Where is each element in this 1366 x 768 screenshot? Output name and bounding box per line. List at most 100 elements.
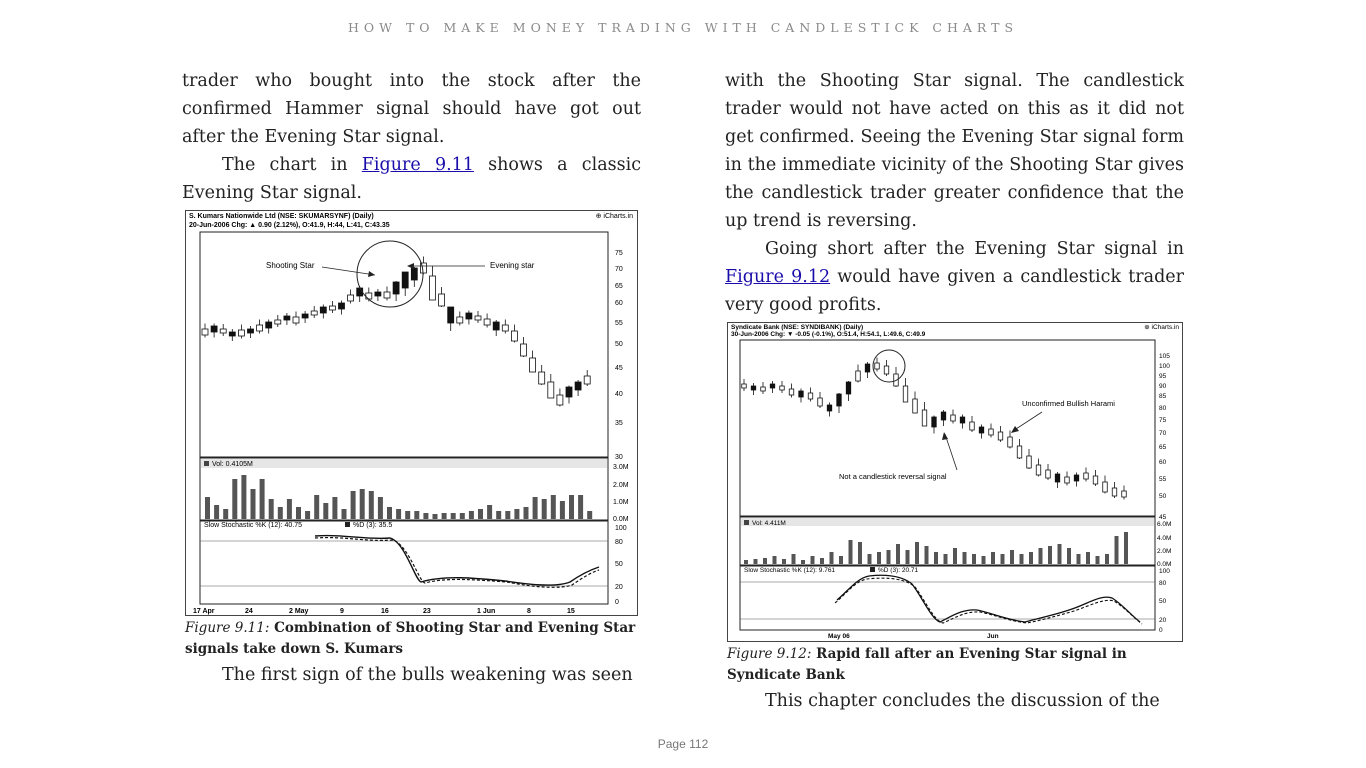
- candle-body: [950, 414, 956, 422]
- caption-text: Rapid fall after an Evening Star signal …: [727, 646, 1127, 683]
- candle-body: [969, 421, 975, 431]
- stoch-tick: 20: [1159, 617, 1167, 624]
- price-tick: 60: [1159, 459, 1167, 466]
- candle-body: [565, 386, 573, 398]
- candle-body: [219, 328, 227, 334]
- volume-bar: [478, 509, 483, 519]
- volume-bar: [268, 499, 274, 519]
- stochastic-axis-ticks: 100 80 50 20 0: [1159, 568, 1170, 634]
- candle-body: [1007, 436, 1013, 448]
- volume-bar: [915, 542, 919, 564]
- candle-body: [465, 312, 473, 320]
- chart-syndicate-bank: Syndicate Bank (NSE: SYNDIBANK) (Daily) …: [727, 322, 1183, 642]
- volume-bars: [205, 475, 593, 519]
- chart-brand: ⊕ iCharts.in: [1144, 324, 1179, 331]
- x-tick: 24: [245, 608, 253, 615]
- candle-body: [864, 363, 871, 373]
- candle-body: [447, 306, 455, 324]
- candle-body: [201, 328, 209, 336]
- price-tick: 95: [1159, 373, 1167, 380]
- candle-body: [798, 390, 804, 398]
- right-paragraph-2: Going short after the Evening Star signa…: [725, 235, 1184, 319]
- volume-bar: [1105, 554, 1109, 564]
- candle-body: [1073, 474, 1080, 482]
- volume-bar: [972, 554, 976, 564]
- volume-bar: [1076, 554, 1081, 564]
- volume-bar: [223, 509, 229, 519]
- candle-body: [1083, 472, 1089, 480]
- chart-skumars: S. Kumars Nationwide Ltd (NSE: SKUMARSYN…: [185, 210, 638, 616]
- candle-body: [997, 431, 1004, 441]
- volume-bar: [432, 514, 438, 519]
- annotation-evening-star: Evening star: [490, 261, 535, 270]
- volume-bar: [1124, 532, 1128, 564]
- stochastic-label: Slow Stochastic %K (12): 9.761: [744, 567, 835, 574]
- volume-bar: [505, 511, 511, 519]
- candle-body: [438, 293, 446, 307]
- candle-body: [538, 371, 546, 385]
- chart-header-1: S. Kumars Nationwide Ltd (NSE: SKUMARSYN…: [189, 213, 374, 220]
- price-tick: 55: [615, 320, 623, 327]
- volume-bar: [514, 509, 520, 519]
- volume-bar: [578, 495, 584, 519]
- volume-bars: [744, 532, 1128, 564]
- volume-bar: [953, 548, 957, 564]
- volume-bar: [314, 495, 320, 519]
- volume-bar: [1067, 548, 1071, 564]
- figure-9-12-link[interactable]: Figure 9.12: [725, 267, 831, 287]
- chart-header-2: 20-Jun-2006 Chg: ▲ 0.90 (2.12%), O:41.9,…: [189, 222, 390, 229]
- volume-bar: [450, 513, 456, 519]
- candle-body: [574, 381, 582, 391]
- price-tick: 70: [1159, 430, 1167, 437]
- x-tick: 8: [527, 608, 531, 615]
- vol-tick: 0.0M: [1157, 561, 1171, 568]
- volume-bar: [829, 552, 834, 564]
- volume-bar: [350, 491, 356, 519]
- volume-bar: [981, 556, 986, 564]
- price-tick: 65: [1159, 444, 1167, 451]
- candle-body: [988, 428, 994, 436]
- candle-body: [265, 321, 273, 329]
- volume-bar: [250, 489, 256, 519]
- evening-star-circle: [872, 349, 906, 383]
- x-axis-ticks: 17 Apr 24 2 May 9 16 23 1 Jun 8 15: [193, 608, 575, 615]
- volume-bar: [772, 556, 777, 564]
- candle-body: [283, 315, 291, 321]
- stoch-tick: 0: [1159, 627, 1163, 634]
- volume-bar: [214, 505, 220, 519]
- candle-body: [1035, 464, 1042, 476]
- candle-body: [301, 313, 309, 319]
- not-reversal-arrow: [944, 433, 958, 471]
- candle-body: [583, 375, 591, 385]
- figure-9-11-link[interactable]: Figure 9.11: [361, 155, 474, 175]
- annotation-not-reversal: Not a candlestick reversal signal: [839, 472, 947, 481]
- stoch-tick: 20: [615, 584, 623, 591]
- candle-body: [874, 362, 880, 370]
- right-p2-after: would have given a candlestick trader ve…: [725, 267, 1184, 315]
- volume-bar: [296, 507, 301, 519]
- annotation-shooting-star: Shooting Star: [266, 261, 315, 270]
- price-tick: 75: [615, 250, 623, 257]
- volume-bar: [1019, 554, 1024, 564]
- candle-body: [817, 397, 823, 407]
- chart-header-1: Syndicate Bank (NSE: SYNDIBANK) (Daily): [731, 324, 863, 331]
- candle-body: [978, 426, 985, 434]
- stoch-tick: 100: [1159, 568, 1170, 575]
- candle-body: [365, 292, 373, 300]
- candle-body: [328, 305, 336, 311]
- candle-body: [883, 365, 890, 375]
- vol-tick: 6.0M: [1157, 521, 1171, 528]
- volume-bar: [414, 511, 420, 519]
- x-tick: 2 May: [289, 608, 309, 615]
- candle-body: [1064, 476, 1070, 484]
- candle-body: [319, 306, 327, 314]
- volume-bar: [423, 513, 429, 519]
- volume-bar: [858, 542, 862, 564]
- volume-bar: [1038, 548, 1043, 564]
- right-paragraph-1: with the Shooting Star signal. The candl…: [725, 71, 1184, 231]
- volume-bar: [277, 507, 283, 519]
- figure-9-11: S. Kumars Nationwide Ltd (NSE: SKUMARSYN…: [182, 210, 641, 660]
- volume-bar: [1010, 550, 1014, 564]
- volume-bar: [523, 507, 529, 519]
- price-tick: 70: [615, 266, 623, 273]
